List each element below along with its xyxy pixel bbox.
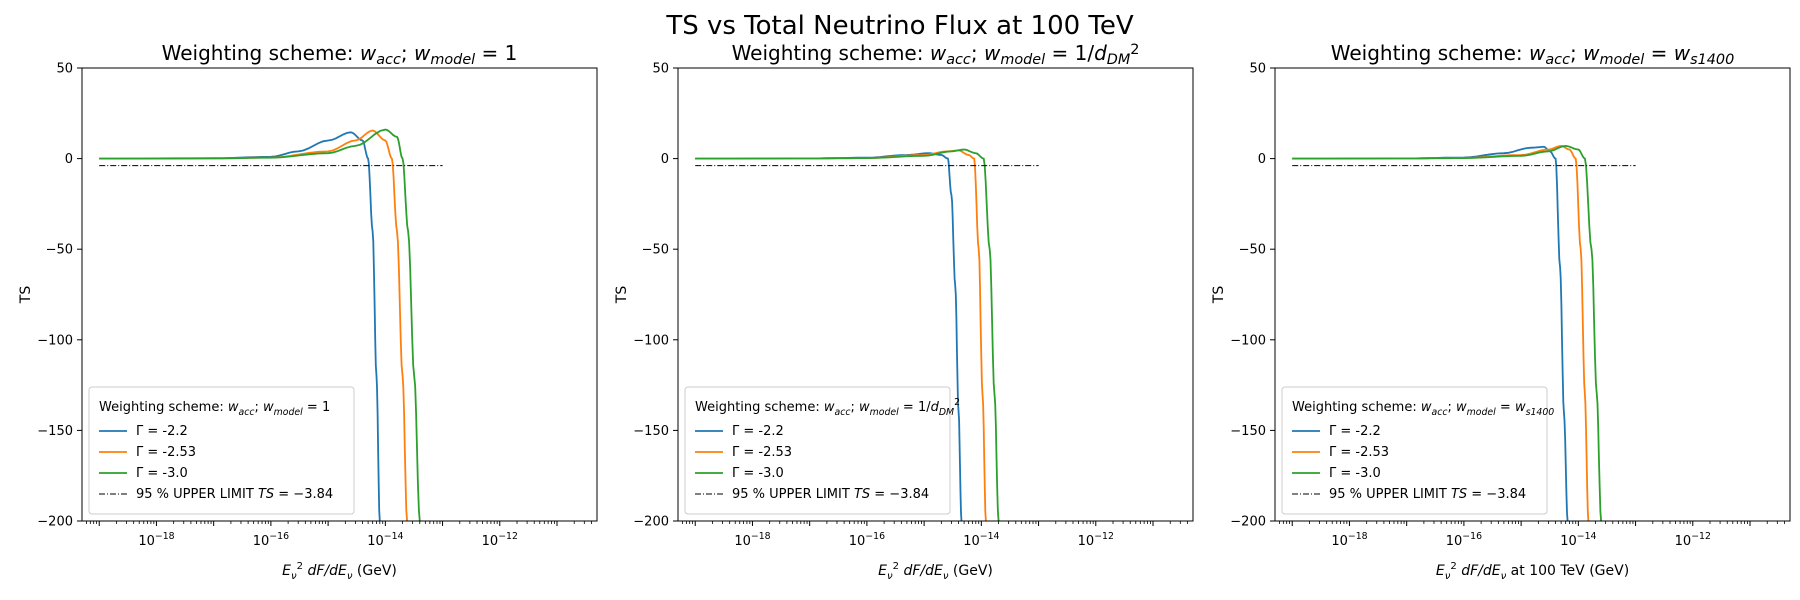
series-line [695,148,1000,521]
legend-entry: Γ = -2.53 [136,445,196,460]
y-tick-label: −200 [633,515,669,530]
legend-entry: Γ = -3.0 [1329,466,1381,481]
legend-entry: Γ = -2.2 [732,424,784,439]
legend-box [684,386,951,515]
subplot-title: Weighting scheme: wacc; wmodel = 1 [162,41,518,68]
legend-entry: Γ = -2.2 [136,424,188,439]
x-tick-label: 10−14 [1560,531,1596,549]
x-tick-label: 10−18 [1331,531,1367,549]
axes-frame [1274,67,1791,522]
y-tick-label: −200 [1230,515,1266,530]
x-axis-label: Eν2 dF/dEν (GeV) [282,561,397,582]
x-tick-label: 10−12 [1078,531,1114,549]
x-tick-label: 10−14 [367,531,403,549]
legend-entry: 95 % UPPER LIMIT TS = −3.84 [732,487,929,502]
subplot-3: Weighting scheme: wacc; wmodel = ws1400 5… [1211,41,1791,582]
y-tick-label: −150 [1230,424,1266,439]
legend-title: Weighting scheme: wacc; wmodel = 1 [99,400,330,418]
y-axis-label: TS [18,286,34,305]
y-tick-label: −200 [37,515,73,530]
series-line [1292,144,1602,521]
y-tick-label: −50 [46,243,73,258]
y-tick-label: −100 [1230,333,1266,348]
legend-entry: Γ = -3.0 [732,466,784,481]
y-tick-label: −150 [37,424,73,439]
x-tick-label: 10−16 [253,531,289,549]
legend-title: Weighting scheme: wacc; wmodel = ws1400 [1292,400,1554,418]
y-tick-label: −50 [642,243,669,258]
y-tick-label: −50 [1239,243,1266,258]
x-tick-label: 10−18 [734,531,770,549]
y-tick-label: 0 [661,152,669,167]
y-axis-label: TS [1211,286,1227,305]
subplot-2: Weighting scheme: wacc; wmodel = 1/dDM2 5… [614,41,1194,582]
legend-entry: Γ = -2.53 [1329,445,1389,460]
y-tick-label: 50 [56,62,73,77]
x-tick-label: 10−12 [482,531,518,549]
axes-frame [81,67,598,522]
legend-entry: 95 % UPPER LIMIT TS = −3.84 [136,487,333,502]
legend-title: Weighting scheme: wacc; wmodel = 1/dDM2 [695,397,960,418]
series-line [99,128,421,521]
x-axis-label: Eν2 dF/dEν at 100 TeV (GeV) [1436,561,1629,582]
subplot-title: Weighting scheme: wacc; wmodel = ws1400 [1331,41,1735,68]
y-tick-label: −100 [37,333,73,348]
legend-box [1281,386,1548,515]
y-tick-label: 0 [1258,152,1266,167]
x-tick-label: 10−16 [849,531,885,549]
legend-entry: Γ = -2.53 [732,445,792,460]
x-tick-label: 10−18 [138,531,174,549]
figure-title: TS vs Total Neutrino Flux at 100 TeV [665,11,1134,41]
y-tick-label: 50 [1249,62,1266,77]
legend-box [88,386,355,515]
y-tick-label: 0 [65,152,73,167]
x-tick-label: 10−14 [963,531,999,549]
y-tick-label: −100 [633,333,669,348]
axes-frame [677,67,1194,522]
x-tick-label: 10−16 [1446,531,1482,549]
y-tick-label: −150 [633,424,669,439]
legend-entry: Γ = -2.2 [1329,424,1381,439]
y-axis-label: TS [614,286,630,305]
subplot-title: Weighting scheme: wacc; wmodel = 1/dDM2 [732,41,1140,68]
x-axis-label: Eν2 dF/dEν (GeV) [878,561,993,582]
subplot-1: Weighting scheme: wacc; wmodel = 1 50 0 −50… [18,41,598,582]
y-tick-label: 50 [652,62,669,77]
legend-entry: 95 % UPPER LIMIT TS = −3.84 [1329,487,1526,502]
x-tick-label: 10−12 [1675,531,1711,549]
legend-entry: Γ = -3.0 [136,466,188,481]
